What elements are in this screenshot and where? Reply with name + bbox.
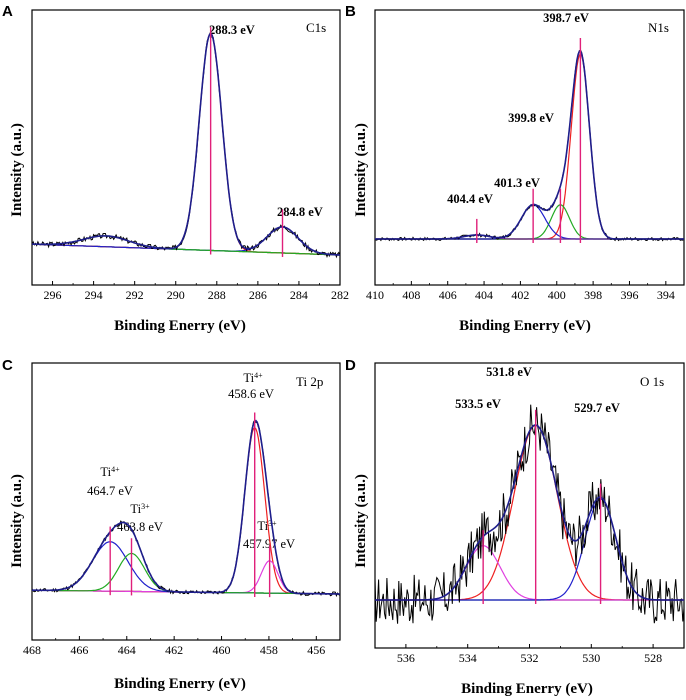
panel-d-raw-data [374,404,685,624]
panel-c-tick-label-6: 456 [307,643,325,657]
panel-c-peak-top-2: Ti3+ [257,519,277,534]
panel-d-peak-label-2: 533.5 eV [455,397,501,411]
panel-c-component-peak-1 [32,426,340,595]
panel-a-peak-label-2: 284.8 eV [277,205,323,219]
panel-d-tick-label-0: 536 [397,651,415,665]
panel-d-tick-label-2: 532 [521,651,539,665]
panel-d-tick-label-3: 530 [582,651,600,665]
panel-c-raw-data [31,419,341,598]
panel-c-tick-label-3: 462 [165,643,183,657]
panel-a-fit-envelope [32,32,341,256]
panel-b-component-peak-1 [375,53,684,240]
panel-c-tick-label-4: 460 [213,643,231,657]
panel-a-raw-data [31,32,341,259]
panel-a-tick-label-6: 284 [290,288,308,302]
panel-b-tick-label-6: 398 [584,288,602,302]
panel-c-title: Ti 2p [296,374,323,389]
panel-c-peak-top-1: Ti4+ [243,371,263,386]
panel-c-tick-label-5: 458 [260,643,278,657]
panel-c-component-peak-4 [32,552,340,595]
panel-d-xlabel: Binding Enerry (eV) [461,681,593,697]
panel-c-peak-label-1: 458.6 eV [228,387,274,401]
panel-b-tick-label-7: 396 [620,288,638,302]
panel-c-tick-label-0: 468 [23,643,41,657]
panel-c-letter: C [2,357,13,374]
panel-b-tick-label-4: 402 [511,288,529,302]
panel-a-ylabel: Intensity (a.u.) [9,123,25,217]
panel-d-component-peak-1 [375,424,684,601]
panel-b: B N1s Intensity (a.u.) Binding Enerry (e… [345,3,685,334]
panel-a-component-peak-1 [32,32,340,256]
panel-b-peak-label-1: 398.7 eV [543,11,589,25]
panel-b-raw-data [374,49,685,242]
panel-a-peak-label-1: 288.3 eV [209,23,255,37]
panel-b-title: N1s [648,20,669,35]
panel-b-frame [374,9,685,286]
panel-b-fit-envelope [375,50,684,240]
panel-a-tick-label-1: 294 [85,288,103,302]
panel-a-tick-label-0: 296 [44,288,62,302]
panel-c-tick-label-2: 464 [118,643,136,657]
panel-d: D O 1s Intensity (a.u.) Binding Enerry (… [345,357,685,697]
panel-d-peak-label-1: 531.8 eV [486,365,532,379]
panel-a-tick-label-3: 290 [167,288,185,302]
panel-c-ylabel: Intensity (a.u.) [9,474,25,568]
panel-b-tick-label-8: 394 [657,288,675,302]
panel-c-peak-label-2: 457.97 eV [243,537,295,551]
panel-d-tick-label-4: 528 [644,651,662,665]
panel-a: A C1s Intensity (a.u.) Binding Enerry (e… [2,3,349,334]
panel-b-tick-label-2: 406 [439,288,457,302]
panel-a-tick-label-7: 282 [331,288,349,302]
panel-b-peak-label-2: 399.8 eV [508,111,554,125]
panel-b-tick-label-0: 410 [366,288,384,302]
panel-b-peak-label-3: 401.3 eV [494,176,540,190]
panel-c-peak-label-4: 463.8 eV [117,520,163,534]
panel-d-title: O 1s [640,374,664,389]
panel-d-fit-envelope [375,424,684,601]
panel-c: C Ti 2p Intensity (a.u.) Binding Enerry … [2,357,341,692]
panel-b-component-peak-2 [375,204,684,240]
panel-b-tick-label-3: 404 [475,288,493,302]
panel-c-xlabel: Binding Enerry (eV) [114,676,246,692]
panel-c-peak-top-3: Ti4+ [100,465,120,480]
panel-b-ylabel: Intensity (a.u.) [353,123,369,217]
panel-d-peak-label-3: 529.7 eV [574,401,620,415]
panel-b-letter: B [345,3,356,20]
panel-b-xlabel: Binding Enerry (eV) [459,318,591,334]
panel-c-component-peak-2 [32,560,340,595]
panel-a-tick-label-2: 292 [126,288,144,302]
panel-a-tick-label-5: 286 [249,288,267,302]
panel-a-letter: A [2,3,13,20]
panel-c-fit-envelope [32,419,340,595]
panel-b-component-peak-3 [375,204,684,240]
panel-d-tick-label-1: 534 [459,651,477,665]
panel-c-frame [31,362,341,641]
panel-c-peak-top-4: Ti3+ [130,502,150,517]
panel-c-peak-label-3: 464.7 eV [87,484,133,498]
panel-d-letter: D [345,357,356,374]
panel-c-tick-label-1: 466 [70,643,88,657]
panel-b-tick-label-5: 400 [548,288,566,302]
panel-a-frame [31,9,341,286]
panel-d-ylabel: Intensity (a.u.) [353,474,369,568]
panel-a-xlabel: Binding Enerry (eV) [114,318,246,334]
panel-b-tick-label-1: 408 [402,288,420,302]
panel-a-title: C1s [306,20,326,35]
panel-a-tick-label-4: 288 [208,288,226,302]
panel-b-peak-label-4: 404.4 eV [447,192,493,206]
